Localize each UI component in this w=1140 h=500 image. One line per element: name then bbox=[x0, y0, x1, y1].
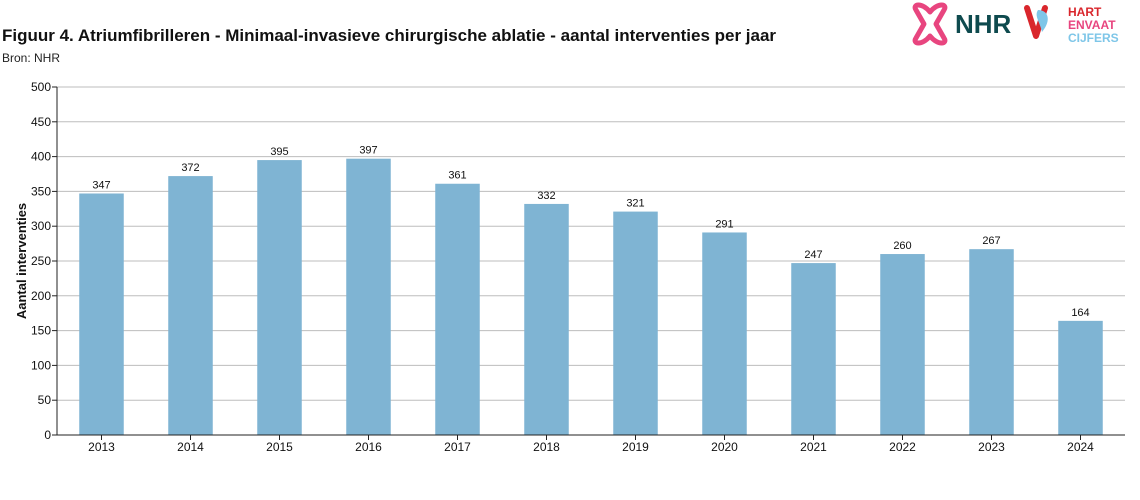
bar-value-label-2018: 332 bbox=[537, 190, 555, 202]
bar-2014 bbox=[168, 176, 213, 435]
bar-value-label-2019: 321 bbox=[626, 198, 644, 210]
y-tick-label-350: 350 bbox=[31, 184, 51, 198]
bar-value-label-2021: 247 bbox=[804, 249, 822, 261]
labels: 0 50 100 150 200 250 300 350 400 450 500 347 2013 372… bbox=[14, 80, 1094, 454]
x-tick-label-2017: 2017 bbox=[444, 440, 471, 454]
bar-2022 bbox=[880, 254, 925, 435]
bar-2016 bbox=[346, 158, 391, 436]
nhr-logo-icon bbox=[912, 2, 948, 46]
x-tick-label-2022: 2022 bbox=[889, 440, 916, 454]
x-tick-label-2018: 2018 bbox=[533, 440, 560, 454]
bars bbox=[79, 158, 1103, 436]
y-tick-label-200: 200 bbox=[31, 289, 51, 303]
y-axis-title: Aantal interventies bbox=[14, 203, 29, 319]
bar-2023 bbox=[969, 249, 1014, 435]
bar-2018 bbox=[524, 203, 569, 435]
logos: NHR HART ENVAAT CIJFERS bbox=[912, 2, 1119, 46]
y-tick-label-0: 0 bbox=[44, 428, 51, 442]
y-tick-label-150: 150 bbox=[31, 324, 51, 338]
y-tick-label-300: 300 bbox=[31, 219, 51, 233]
bar-value-label-2020: 291 bbox=[715, 218, 733, 230]
chart-title: Figuur 4. Atriumfibrilleren - Minimaal-i… bbox=[2, 26, 777, 45]
x-tick-label-2019: 2019 bbox=[622, 440, 649, 454]
x-tick-label-2020: 2020 bbox=[711, 440, 738, 454]
y-tick-label-400: 400 bbox=[31, 150, 51, 164]
hart-en-vaat-logo-icon bbox=[1024, 5, 1048, 39]
y-tick-label-50: 50 bbox=[38, 393, 52, 407]
gridlines bbox=[57, 86, 1125, 401]
bar-value-label-2023: 267 bbox=[982, 235, 1000, 247]
x-tick-label-2013: 2013 bbox=[88, 440, 115, 454]
x-tick-label-2021: 2021 bbox=[800, 440, 827, 454]
bar-2013 bbox=[79, 193, 124, 435]
x-tick-label-2016: 2016 bbox=[355, 440, 382, 454]
x-tick-label-2024: 2024 bbox=[1067, 440, 1094, 454]
y-tick-label-250: 250 bbox=[31, 254, 51, 268]
bar-2021 bbox=[791, 263, 836, 435]
x-tick-label-2015: 2015 bbox=[266, 440, 293, 454]
y-tick-label-100: 100 bbox=[31, 358, 51, 372]
bar-value-label-2016: 397 bbox=[359, 145, 377, 157]
axes bbox=[52, 86, 1125, 440]
chart-source: Bron: NHR bbox=[2, 51, 61, 65]
bar-value-label-2024: 164 bbox=[1071, 307, 1089, 319]
bar-value-label-2022: 260 bbox=[893, 240, 911, 252]
bar-2020 bbox=[702, 232, 747, 435]
bar-value-label-2015: 395 bbox=[270, 146, 288, 158]
bar-2024 bbox=[1058, 320, 1103, 435]
y-tick-label-450: 450 bbox=[31, 115, 51, 129]
bar-2017 bbox=[435, 183, 480, 435]
bar-value-label-2014: 372 bbox=[181, 162, 199, 174]
bar-value-label-2017: 361 bbox=[448, 170, 466, 182]
bar-value-label-2013: 347 bbox=[92, 179, 110, 191]
bar-2019 bbox=[613, 211, 658, 435]
nhr-logo-text: NHR bbox=[955, 9, 1012, 39]
hart-en-vaat-text-2: ENVAAT bbox=[1068, 18, 1116, 32]
hart-en-vaat-text-3: CIJFERS bbox=[1068, 31, 1119, 45]
y-tick-label-500: 500 bbox=[31, 80, 51, 94]
x-tick-label-2023: 2023 bbox=[978, 440, 1005, 454]
bar-2015 bbox=[257, 160, 302, 435]
hart-en-vaat-text-1: HART bbox=[1068, 5, 1102, 19]
x-tick-label-2014: 2014 bbox=[177, 440, 204, 454]
